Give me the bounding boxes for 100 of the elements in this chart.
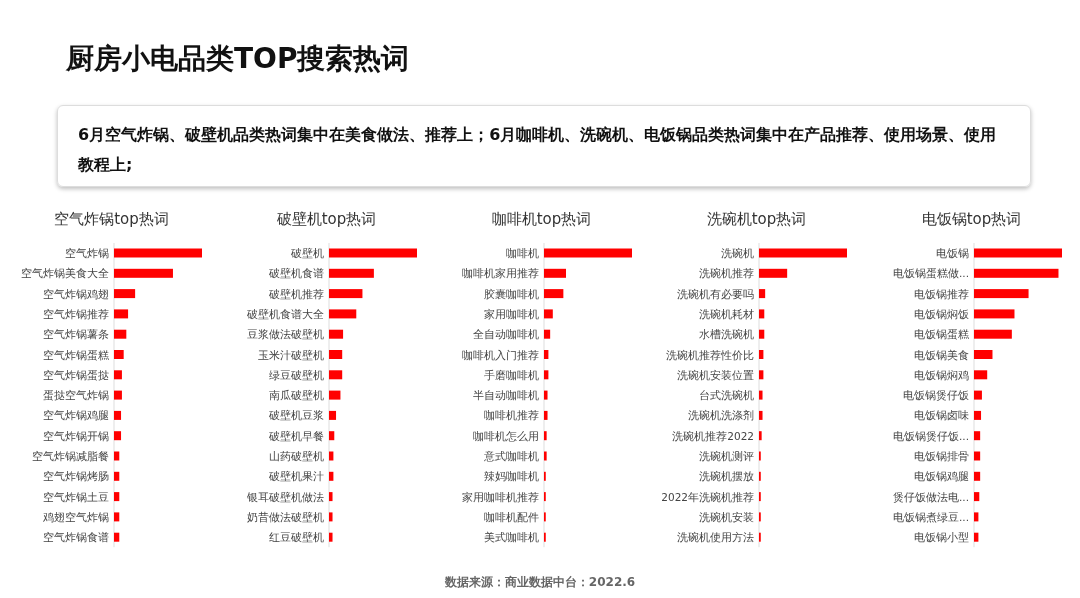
bar	[759, 268, 788, 278]
bar	[114, 431, 122, 441]
y-tick-label: 空气炸锅推荐	[43, 307, 109, 320]
y-tick-label: 全自动咖啡机	[473, 328, 539, 341]
y-tick-label: 空气炸锅蛋挞	[43, 368, 109, 381]
bar	[974, 532, 979, 542]
y-tick-label: 空气炸锅	[65, 247, 109, 259]
bar	[329, 248, 417, 258]
y-tick-label: 家用咖啡机推荐	[462, 490, 539, 503]
y-tick-label: 胶囊咖啡机	[484, 287, 539, 300]
bar	[329, 451, 334, 461]
y-tick-label: 洗碗机推荐性价比	[666, 348, 754, 361]
source-note: 数据来源：商业数据中台：2022.6	[443, 574, 637, 591]
bar	[329, 390, 341, 400]
bar	[544, 410, 548, 420]
y-tick-label: 蛋挞空气炸锅	[43, 389, 109, 402]
bar	[974, 471, 981, 481]
y-tick-label: 电饭锅卤味	[914, 409, 969, 422]
bar	[114, 532, 120, 542]
y-tick-label: 洗碗机推荐2022	[672, 429, 754, 442]
bar	[974, 431, 981, 441]
y-tick-label: 家用咖啡机	[484, 307, 539, 320]
y-tick-label: 手磨咖啡机	[484, 368, 539, 381]
bar	[544, 390, 548, 400]
bar	[974, 390, 982, 400]
y-tick-label: 咖啡机	[506, 247, 539, 259]
y-tick-label: 破壁机食谱	[268, 267, 324, 280]
bar	[114, 451, 120, 461]
bar	[759, 410, 763, 420]
bar	[114, 248, 202, 258]
y-tick-label: 破壁机	[290, 247, 324, 259]
bar	[329, 532, 333, 542]
y-tick-label: 水槽洗碗机	[699, 328, 754, 341]
bar	[114, 329, 127, 339]
bar	[544, 451, 547, 461]
bar	[974, 370, 988, 380]
bar	[974, 451, 981, 461]
y-tick-label: 空气炸锅美食大全	[21, 267, 109, 280]
bar	[544, 289, 564, 299]
y-tick-label: 洗碗机	[721, 247, 754, 259]
y-tick-label: 电饭锅	[936, 247, 969, 259]
bar	[759, 248, 847, 258]
bar	[329, 289, 363, 299]
bar	[974, 309, 1015, 319]
bar	[114, 512, 120, 522]
bar	[329, 309, 357, 319]
bar	[329, 471, 334, 481]
bar	[974, 350, 993, 359]
y-tick-label: 空气炸锅开锅	[43, 429, 109, 442]
y-tick-label: 破壁机推荐	[268, 287, 324, 300]
bar	[544, 268, 566, 278]
y-tick-label: 空气炸锅食谱	[43, 531, 109, 544]
bar	[114, 268, 173, 278]
bar	[329, 268, 374, 278]
bar	[544, 431, 547, 441]
y-tick-label: 空气炸锅蛋糕	[43, 348, 109, 361]
y-tick-label: 南瓜破壁机	[269, 389, 324, 402]
y-tick-label: 台式洗碗机	[699, 389, 754, 402]
y-tick-label: 破壁机果汁	[268, 470, 324, 483]
y-tick-label: 2022年洗碗机推荐	[661, 490, 754, 503]
y-tick-label: 银耳破壁机做法	[246, 490, 324, 503]
bar	[759, 370, 764, 380]
y-tick-label: 电饭锅煲仔饭...	[892, 429, 969, 442]
y-tick-label: 美式咖啡机	[484, 531, 539, 544]
y-tick-label: 空气炸锅鸡腿	[43, 409, 109, 422]
y-tick-label: 破壁机早餐	[268, 429, 324, 442]
y-tick-label: 电饭锅美食	[914, 348, 969, 361]
bar	[329, 350, 343, 359]
bar	[974, 492, 980, 502]
y-tick-label: 空气炸锅鸡翅	[43, 287, 109, 300]
bar	[544, 309, 553, 319]
y-tick-label: 电饭锅煮绿豆...	[892, 510, 969, 523]
bar	[544, 370, 549, 380]
chart-title: 洗碗机top热词	[706, 210, 807, 228]
bar	[114, 350, 124, 359]
y-tick-label: 洗碗机洗涤剂	[688, 409, 754, 422]
y-tick-label: 玉米汁破壁机	[258, 348, 324, 361]
bar	[114, 390, 122, 400]
y-tick-label: 电饭锅排骨	[914, 450, 969, 462]
y-tick-label: 电饭锅焖饭	[914, 307, 969, 320]
y-tick-label: 半自动咖啡机	[473, 389, 539, 402]
y-tick-label: 咖啡机家用推荐	[462, 267, 539, 280]
chart-title: 破壁机top热词	[275, 210, 377, 228]
y-tick-label: 咖啡机配件	[484, 510, 539, 523]
bar	[759, 289, 766, 299]
y-tick-label: 洗碗机有必要吗	[677, 287, 754, 300]
bar	[329, 431, 335, 441]
y-tick-label: 空气炸锅薯条	[43, 328, 109, 341]
text: 6月空气炸锅、破壁机品类热词集中在美食做法、推荐上；6月咖啡机、洗碗机、电饭锅品类热词集中在产品推荐、使用场景、使用教程上;	[57, 105, 1031, 187]
y-tick-label: 电饭锅蛋糕做...	[892, 267, 969, 280]
bar	[544, 329, 551, 339]
y-tick-label: 洗碗机摆放	[699, 470, 754, 483]
bar	[974, 248, 1062, 258]
bar	[759, 309, 765, 319]
y-tick-label: 空气炸锅土豆	[43, 490, 109, 503]
y-tick-label: 洗碗机测评	[699, 450, 754, 462]
bar	[329, 329, 344, 339]
y-tick-label: 洗碗机耗材	[699, 307, 754, 320]
y-tick-label: 山药破壁机	[269, 450, 324, 462]
bar	[114, 309, 129, 319]
